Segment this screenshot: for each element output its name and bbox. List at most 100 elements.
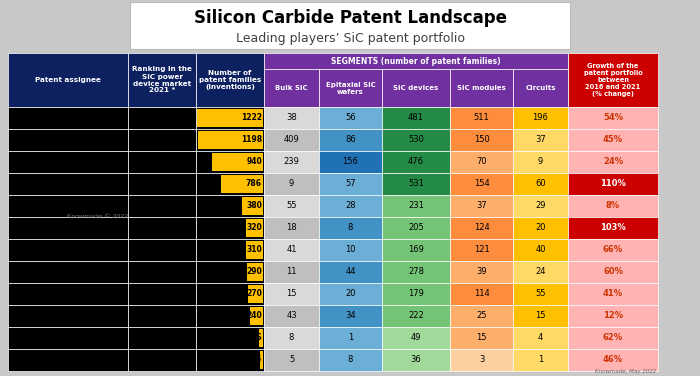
Text: 37: 37	[535, 135, 546, 144]
FancyBboxPatch shape	[264, 53, 568, 69]
Text: Knowmade © 2022: Knowmade © 2022	[67, 214, 129, 220]
FancyBboxPatch shape	[319, 349, 382, 371]
FancyBboxPatch shape	[513, 151, 568, 173]
FancyBboxPatch shape	[197, 109, 263, 127]
FancyBboxPatch shape	[8, 305, 128, 327]
Text: 154: 154	[474, 179, 489, 188]
Text: 1222: 1222	[241, 114, 262, 123]
Text: 222: 222	[408, 311, 424, 320]
FancyBboxPatch shape	[264, 129, 319, 151]
FancyBboxPatch shape	[196, 261, 264, 283]
FancyBboxPatch shape	[128, 107, 196, 129]
Text: 62%: 62%	[603, 334, 623, 343]
FancyBboxPatch shape	[513, 217, 568, 239]
Text: 24: 24	[536, 267, 546, 276]
FancyBboxPatch shape	[128, 217, 196, 239]
FancyBboxPatch shape	[264, 217, 319, 239]
Text: 28: 28	[345, 202, 356, 211]
Text: 9: 9	[289, 179, 294, 188]
Text: SEGMENTS (number of patent families): SEGMENTS (number of patent families)	[331, 56, 500, 65]
FancyBboxPatch shape	[382, 327, 450, 349]
Text: 110%: 110%	[600, 179, 626, 188]
FancyBboxPatch shape	[450, 349, 513, 371]
FancyBboxPatch shape	[264, 173, 319, 195]
Text: 54%: 54%	[603, 114, 623, 123]
FancyBboxPatch shape	[319, 305, 382, 327]
FancyBboxPatch shape	[450, 107, 513, 129]
FancyBboxPatch shape	[568, 53, 658, 107]
FancyBboxPatch shape	[568, 129, 658, 151]
Text: 55: 55	[536, 290, 546, 299]
FancyBboxPatch shape	[382, 349, 450, 371]
Text: 20: 20	[345, 290, 356, 299]
Text: 55: 55	[252, 355, 262, 364]
FancyBboxPatch shape	[382, 173, 450, 195]
FancyBboxPatch shape	[128, 349, 196, 371]
Text: 40: 40	[536, 246, 546, 255]
FancyBboxPatch shape	[196, 173, 264, 195]
FancyBboxPatch shape	[568, 283, 658, 305]
Text: 530: 530	[408, 135, 424, 144]
FancyBboxPatch shape	[260, 351, 263, 369]
Text: 103%: 103%	[600, 223, 626, 232]
Text: 24%: 24%	[603, 158, 623, 167]
Text: 12%: 12%	[603, 311, 623, 320]
FancyBboxPatch shape	[450, 305, 513, 327]
FancyBboxPatch shape	[196, 107, 264, 129]
Text: 37: 37	[476, 202, 487, 211]
Text: 239: 239	[284, 158, 300, 167]
FancyBboxPatch shape	[319, 283, 382, 305]
Text: 124: 124	[474, 223, 489, 232]
Text: Ranking in the
SiC power
device market
2021 *: Ranking in the SiC power device market 2…	[132, 67, 192, 94]
Text: 196: 196	[533, 114, 548, 123]
Text: 511: 511	[474, 114, 489, 123]
Text: 481: 481	[408, 114, 424, 123]
FancyBboxPatch shape	[568, 195, 658, 217]
Text: SiC modules: SiC modules	[457, 85, 506, 91]
Text: 56: 56	[345, 114, 356, 123]
FancyBboxPatch shape	[319, 327, 382, 349]
Text: 25: 25	[476, 311, 486, 320]
FancyBboxPatch shape	[196, 305, 264, 327]
Text: 57: 57	[345, 179, 356, 188]
FancyBboxPatch shape	[319, 129, 382, 151]
FancyBboxPatch shape	[450, 69, 513, 107]
FancyBboxPatch shape	[382, 107, 450, 129]
FancyBboxPatch shape	[513, 261, 568, 283]
FancyBboxPatch shape	[382, 195, 450, 217]
FancyBboxPatch shape	[319, 107, 382, 129]
FancyBboxPatch shape	[382, 261, 450, 283]
FancyBboxPatch shape	[568, 305, 658, 327]
Text: 70: 70	[476, 158, 486, 167]
FancyBboxPatch shape	[450, 239, 513, 261]
FancyBboxPatch shape	[264, 195, 319, 217]
Text: 3: 3	[479, 355, 484, 364]
Text: 34: 34	[345, 311, 356, 320]
FancyBboxPatch shape	[8, 173, 128, 195]
FancyBboxPatch shape	[568, 261, 658, 283]
FancyBboxPatch shape	[246, 219, 263, 237]
Text: SiC devices: SiC devices	[393, 85, 439, 91]
Text: 1198: 1198	[241, 135, 262, 144]
FancyBboxPatch shape	[130, 2, 570, 49]
FancyBboxPatch shape	[568, 217, 658, 239]
FancyBboxPatch shape	[212, 153, 263, 171]
FancyBboxPatch shape	[248, 285, 263, 303]
FancyBboxPatch shape	[513, 173, 568, 195]
Text: Silicon Carbide Patent Landscape: Silicon Carbide Patent Landscape	[193, 9, 507, 27]
Text: 150: 150	[474, 135, 489, 144]
FancyBboxPatch shape	[382, 283, 450, 305]
FancyBboxPatch shape	[513, 129, 568, 151]
Text: Growth of the
patent portfolio
between
2016 and 2021
(% change): Growth of the patent portfolio between 2…	[584, 63, 643, 97]
FancyBboxPatch shape	[450, 327, 513, 349]
Text: 231: 231	[408, 202, 424, 211]
FancyBboxPatch shape	[264, 107, 319, 129]
FancyBboxPatch shape	[8, 151, 128, 173]
Text: 18: 18	[286, 223, 297, 232]
FancyBboxPatch shape	[8, 261, 128, 283]
FancyBboxPatch shape	[8, 349, 128, 371]
FancyBboxPatch shape	[513, 239, 568, 261]
Text: Patent assignee: Patent assignee	[35, 77, 101, 83]
FancyBboxPatch shape	[319, 261, 382, 283]
FancyBboxPatch shape	[450, 173, 513, 195]
